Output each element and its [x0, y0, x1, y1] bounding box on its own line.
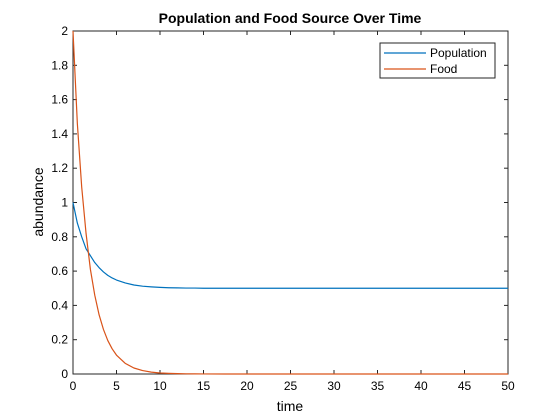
legend-label-population: Population [430, 46, 487, 60]
x-tick-label: 10 [153, 379, 167, 393]
x-axis-label: time [277, 398, 304, 414]
y-tick-label: 1.4 [51, 127, 68, 141]
x-tick-label: 35 [371, 379, 385, 393]
x-tick-label: 20 [240, 379, 254, 393]
series-line-population [72, 202, 508, 289]
y-tick-label: 0.4 [51, 298, 68, 312]
y-tick-label: 0 [61, 367, 68, 381]
x-tick-label: 5 [113, 379, 120, 393]
x-tick-label: 40 [414, 379, 428, 393]
plot-area [72, 30, 509, 375]
x-tick-labels: 0 5 10 15 20 25 30 35 40 45 50 [70, 379, 515, 393]
y-tick-label: 2 [61, 24, 68, 38]
x-tick-label: 30 [327, 379, 341, 393]
tick-marks [72, 30, 509, 375]
legend-box [379, 42, 496, 79]
legend: Population Food [379, 42, 496, 79]
y-tick-label: 1.2 [51, 161, 68, 175]
y-tick-label: 0.8 [51, 230, 68, 244]
series-lines [72, 30, 508, 375]
y-tick-label: 1.8 [51, 58, 68, 72]
x-tick-label: 15 [197, 379, 211, 393]
x-tick-label: 50 [501, 379, 515, 393]
y-tick-label: 0.2 [51, 333, 68, 347]
x-tick-label: 25 [284, 379, 298, 393]
chart-title: Population and Food Source Over Time [159, 10, 422, 26]
y-tick-label: 1.6 [51, 93, 68, 107]
y-tick-label: 1 [61, 196, 68, 210]
y-axis-label: abundance [30, 167, 46, 237]
x-tick-label: 0 [70, 379, 77, 393]
legend-label-food: Food [430, 62, 457, 76]
series-line-food [72, 30, 508, 375]
x-tick-label: 45 [458, 379, 472, 393]
y-tick-label: 0.6 [51, 264, 68, 278]
y-tick-labels: 0 0.2 0.4 0.6 0.8 1 1.2 1.4 1.6 1.8 2 [51, 24, 68, 381]
